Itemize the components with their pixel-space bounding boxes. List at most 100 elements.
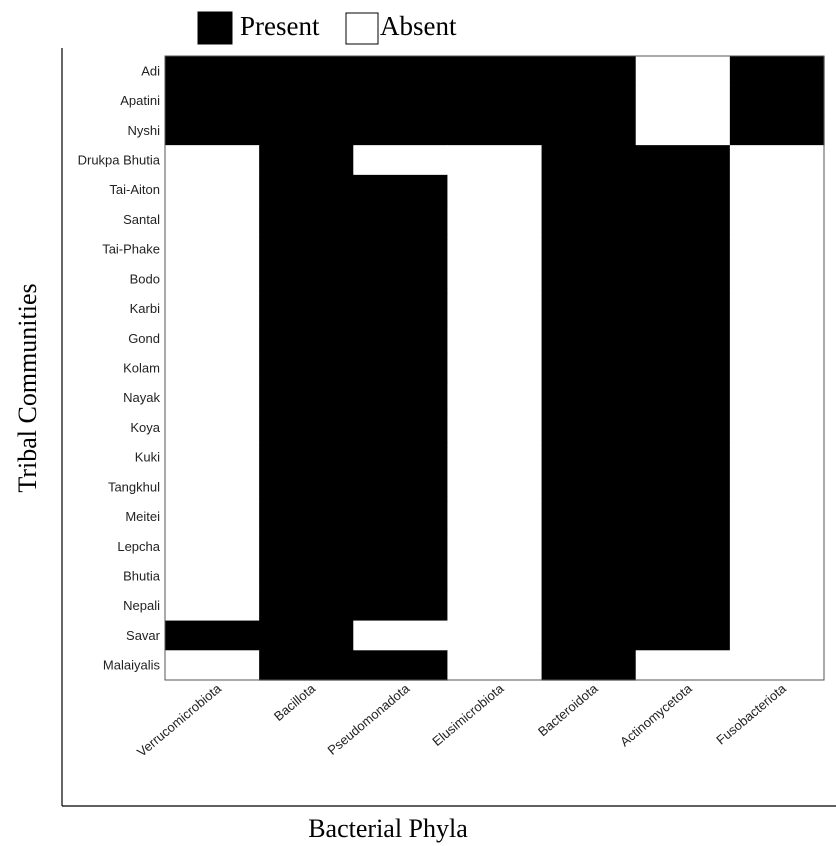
heatmap-cell xyxy=(165,561,260,592)
heatmap-cell xyxy=(353,115,449,146)
heatmap-cell xyxy=(541,56,637,87)
heatmap-cell xyxy=(353,353,449,384)
heatmap-cell xyxy=(635,561,731,592)
heatmap-cell xyxy=(635,620,731,651)
heatmap-cell xyxy=(541,115,637,146)
heatmap-cell xyxy=(541,650,637,681)
x-tick-label: Elusimicrobiota xyxy=(429,680,507,749)
heatmap-cell xyxy=(447,293,543,325)
heatmap-cell xyxy=(259,412,354,443)
heatmap-cell xyxy=(729,264,825,295)
heatmap-cell xyxy=(353,234,449,265)
heatmap-cell xyxy=(541,531,637,562)
heatmap-cell xyxy=(635,442,731,473)
y-tick-label: Lepcha xyxy=(117,539,160,554)
heatmap-cell xyxy=(353,531,449,562)
heatmap-cell xyxy=(165,145,260,176)
heatmap-cell xyxy=(541,293,637,325)
heatmap-cell xyxy=(259,145,354,176)
x-tick-label: Bacteroidota xyxy=(535,680,601,739)
y-tick-label: Nayak xyxy=(123,390,160,405)
legend-swatch-present xyxy=(197,11,233,45)
heatmap-cell xyxy=(259,650,354,681)
y-tick-label: Bhutia xyxy=(123,569,161,584)
heatmap-cell xyxy=(447,472,543,503)
x-tick-label: Verrucomicrobiota xyxy=(134,680,224,759)
heatmap-cells xyxy=(165,56,825,681)
heatmap-cell xyxy=(353,561,449,592)
heatmap-cell xyxy=(635,204,731,235)
y-axis-title: Tribal Communities xyxy=(13,283,42,492)
heatmap-cell xyxy=(541,204,637,235)
heatmap-cell xyxy=(353,501,449,533)
y-tick-label: Tangkhul xyxy=(108,479,160,494)
heatmap-cell xyxy=(447,531,543,562)
heatmap-cell xyxy=(259,56,354,87)
heatmap-cell xyxy=(541,323,637,354)
heatmap-cell xyxy=(447,85,543,117)
heatmap-cell xyxy=(353,174,449,206)
heatmap-cell xyxy=(353,590,449,622)
y-tick-label: Nyshi xyxy=(127,123,160,138)
heatmap-cell xyxy=(259,472,354,503)
heatmap-cell xyxy=(635,501,731,533)
heatmap-cell xyxy=(635,85,731,117)
heatmap-cell xyxy=(447,442,543,473)
heatmap-cell xyxy=(165,501,260,533)
heatmap-cell xyxy=(729,323,825,354)
x-tick-label: Bacillota xyxy=(271,680,319,724)
y-tick-label: Kolam xyxy=(123,361,160,376)
heatmap-cell xyxy=(541,234,637,265)
heatmap-cell xyxy=(259,85,354,117)
heatmap-cell xyxy=(447,353,543,384)
heatmap-cell xyxy=(635,531,731,562)
heatmap-cell xyxy=(259,531,354,562)
heatmap-cell xyxy=(541,353,637,384)
heatmap-cell xyxy=(353,472,449,503)
heatmap-cell xyxy=(635,115,731,146)
y-tick-label: Meitei xyxy=(125,509,160,524)
y-tick-label: Malaiyalis xyxy=(103,658,161,673)
heatmap-cell xyxy=(729,412,825,443)
y-tick-label: Tai-Aiton xyxy=(109,182,160,197)
heatmap-cell xyxy=(447,590,543,622)
heatmap-cell xyxy=(541,561,637,592)
y-tick-label: Apatini xyxy=(120,93,160,108)
heatmap-cell xyxy=(729,620,825,651)
heatmap-cell xyxy=(165,323,260,354)
y-tick-label: Koya xyxy=(130,420,160,435)
heatmap-cell xyxy=(353,323,449,354)
heatmap-cell xyxy=(729,204,825,235)
heatmap-cell xyxy=(635,264,731,295)
heatmap-cell xyxy=(353,145,449,176)
heatmap-cell xyxy=(729,590,825,622)
y-tick-label: Kuki xyxy=(135,450,160,465)
heatmap-cell xyxy=(353,293,449,325)
heatmap-cell xyxy=(729,382,825,414)
heatmap-cell xyxy=(729,234,825,265)
heatmap-cell xyxy=(635,293,731,325)
heatmap-cell xyxy=(541,620,637,651)
heatmap-cell xyxy=(447,650,543,681)
heatmap-cell xyxy=(353,204,449,235)
heatmap-cell xyxy=(447,204,543,235)
heatmap-cell xyxy=(165,590,260,622)
heatmap-cell xyxy=(635,650,731,681)
x-tick-label: Pseudomonadota xyxy=(325,680,413,757)
heatmap-cell xyxy=(729,353,825,384)
y-tick-label: Tai-Phake xyxy=(102,242,160,257)
heatmap-cell xyxy=(259,442,354,473)
heatmap-cell xyxy=(729,174,825,206)
heatmap-cell xyxy=(165,85,260,117)
heatmap-cell xyxy=(447,145,543,176)
heatmap-cell xyxy=(541,85,637,117)
heatmap-cell xyxy=(541,590,637,622)
heatmap-cell xyxy=(729,531,825,562)
heatmap-cell xyxy=(635,353,731,384)
heatmap-cell xyxy=(541,501,637,533)
legend-label-present: Present xyxy=(240,11,320,41)
heatmap-cell xyxy=(259,293,354,325)
heatmap-cell xyxy=(259,590,354,622)
heatmap-cell xyxy=(729,561,825,592)
heatmap-cell xyxy=(165,174,260,206)
